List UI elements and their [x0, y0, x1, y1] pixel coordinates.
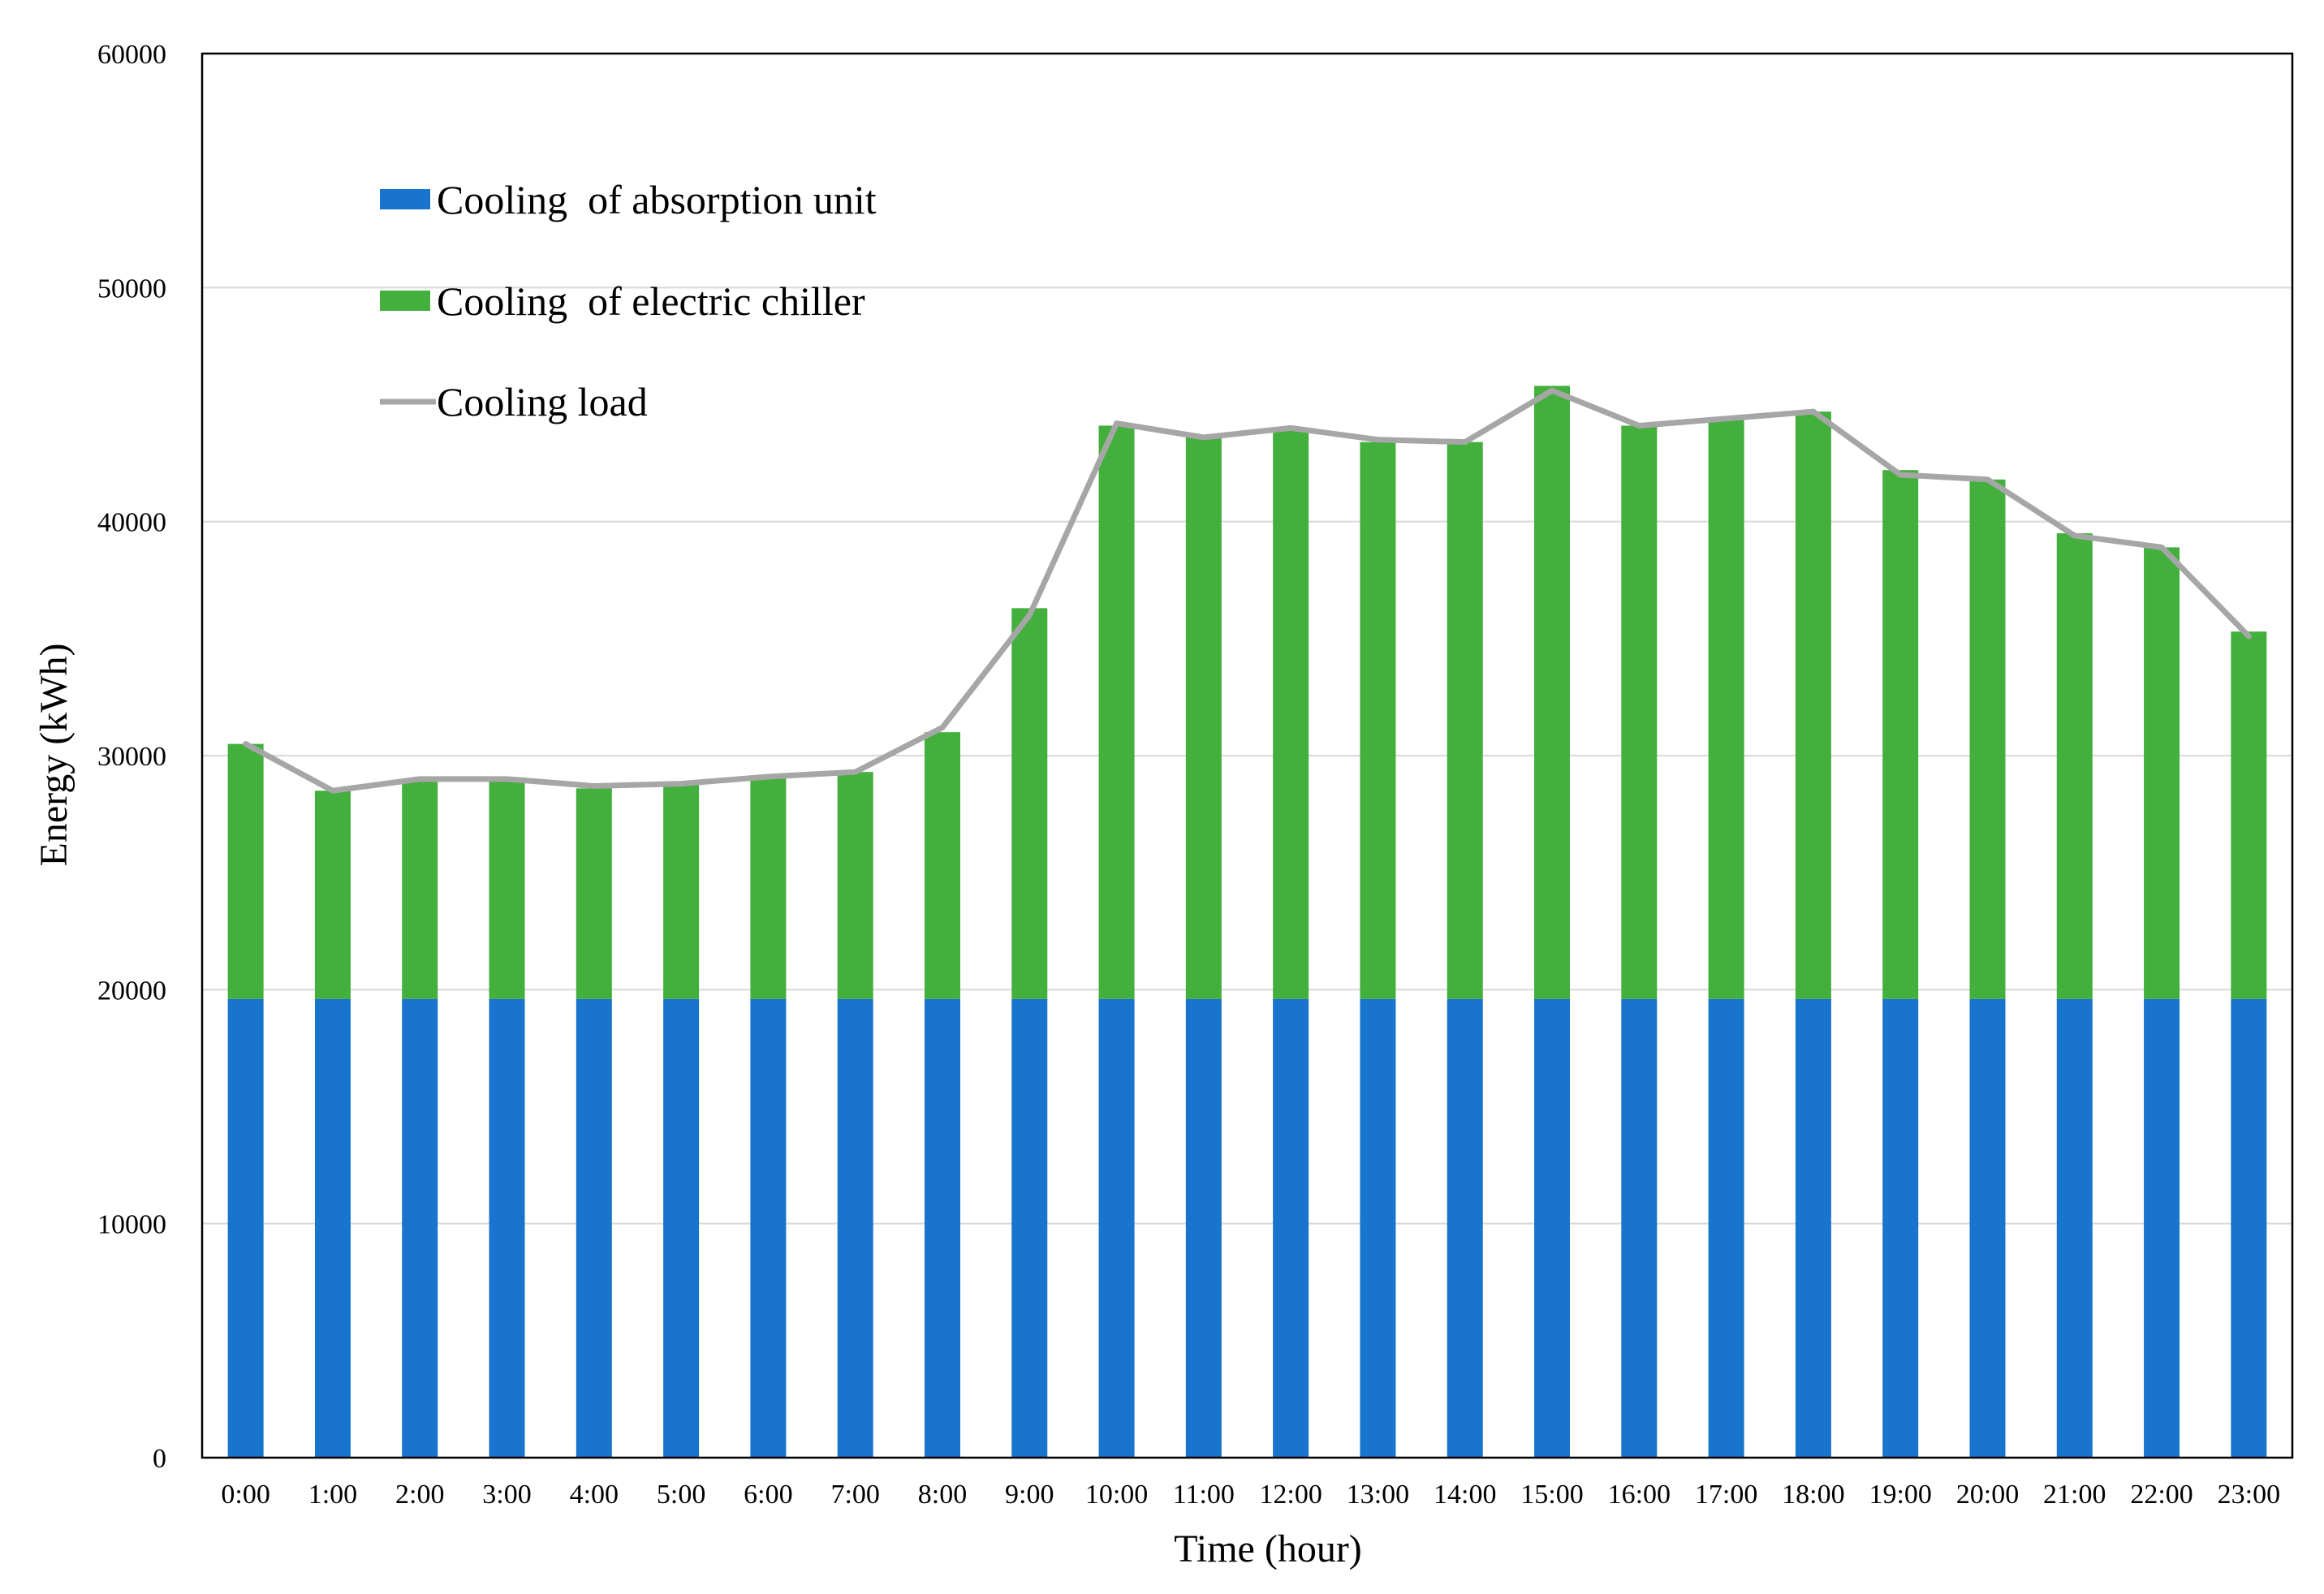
x-tick-label: 12:00 [1259, 1480, 1322, 1510]
x-tick-label: 21:00 [2043, 1480, 2106, 1510]
x-tick-label: 8:00 [918, 1480, 967, 1510]
legend-label-cooling-load: Cooling load [437, 379, 648, 424]
bar-electric-chiller [1621, 425, 1658, 999]
y-tick-label: 20000 [97, 976, 166, 1006]
bar-electric-chiller [1447, 442, 1483, 999]
bar-absorption-unit [1360, 998, 1396, 1458]
bar-electric-chiller [837, 772, 873, 999]
x-tick-label: 7:00 [830, 1480, 879, 1510]
y-tick-label: 30000 [97, 742, 166, 772]
x-tick-label: 5:00 [657, 1480, 705, 1510]
bar-absorption-unit [663, 998, 700, 1458]
x-tick-label: 9:00 [1005, 1480, 1054, 1510]
x-tick-label: 22:00 [2130, 1480, 2192, 1510]
bar-electric-chiller [576, 788, 612, 999]
bar-absorption-unit [1621, 998, 1658, 1458]
bars [227, 386, 2267, 1458]
x-axis-title: Time (hour) [1174, 1527, 1362, 1570]
bar-electric-chiller [1882, 470, 1919, 999]
plot-area-frame [200, 52, 2294, 1459]
x-tick-label: 15:00 [1520, 1480, 1583, 1510]
bar-electric-chiller [489, 778, 525, 999]
x-tick-label: 16:00 [1608, 1480, 1671, 1510]
cooling-load-line [243, 387, 2252, 794]
x-tick-label: 23:00 [2218, 1480, 2280, 1510]
bar-electric-chiller [2231, 631, 2267, 999]
bar-absorption-unit [1795, 998, 1831, 1458]
y-tick-label: 40000 [97, 508, 166, 538]
x-tick-label: 4:00 [570, 1480, 619, 1510]
bar-electric-chiller [314, 791, 351, 999]
x-tick-label: 17:00 [1695, 1480, 1757, 1510]
bar-electric-chiller [1708, 418, 1744, 999]
x-tick-label: 1:00 [308, 1480, 357, 1510]
bar-absorption-unit [314, 998, 351, 1458]
bar-electric-chiller [750, 776, 787, 999]
legend: Cooling of absorption unit Cooling of el… [380, 177, 877, 424]
x-axis-ticks: 0:00 1:00 2:00 3:00 4:00 5:00 6:00 7:00 8:00 9:00… [221, 1480, 2280, 1510]
y-tick-label: 10000 [97, 1210, 166, 1240]
bar-absorption-unit [1011, 998, 1048, 1458]
gridlines [202, 286, 2292, 1225]
legend-label-absorption: Cooling of absorption unit [437, 177, 877, 222]
bar-electric-chiller [227, 743, 264, 999]
bar-absorption-unit [924, 998, 960, 1458]
x-tick-label: 18:00 [1782, 1480, 1844, 1510]
bar-absorption-unit [576, 998, 612, 1458]
legend-swatch-absorption [380, 189, 430, 209]
y-tick-label: 60000 [97, 40, 166, 70]
bar-absorption-unit [1969, 998, 2006, 1458]
bar-electric-chiller [1185, 437, 1222, 999]
x-tick-label: 14:00 [1434, 1480, 1496, 1510]
bar-absorption-unit [2231, 998, 2267, 1458]
y-tick-label: 50000 [97, 274, 166, 304]
bar-electric-chiller [1098, 425, 1135, 999]
y-tick-label: 0 [153, 1444, 166, 1474]
bar-absorption-unit [402, 998, 438, 1458]
x-tick-label: 10:00 [1085, 1480, 1148, 1510]
cooling-load-line-group [243, 387, 2252, 794]
bar-electric-chiller [663, 783, 700, 999]
x-tick-label: 6:00 [744, 1480, 792, 1510]
bar-electric-chiller [2056, 533, 2093, 999]
x-tick-label: 2:00 [395, 1480, 444, 1510]
bar-absorption-unit [1708, 998, 1744, 1458]
bar-absorption-unit [1882, 998, 1919, 1458]
x-tick-label: 3:00 [482, 1480, 531, 1510]
y-axis-ticks: 0 10000 20000 30000 40000 50000 60000 [97, 40, 166, 1474]
bar-electric-chiller [1969, 479, 2006, 999]
bar-absorption-unit [1273, 998, 1309, 1458]
bar-absorption-unit [489, 998, 525, 1458]
bar-electric-chiller [1795, 411, 1831, 999]
bar-absorption-unit [2056, 998, 2093, 1458]
bar-electric-chiller [1273, 428, 1309, 999]
bar-electric-chiller [402, 778, 438, 999]
bar-absorption-unit [1534, 998, 1571, 1458]
bar-absorption-unit [1098, 998, 1135, 1458]
bar-absorption-unit [227, 998, 264, 1458]
bar-absorption-unit [837, 998, 873, 1458]
y-axis-title: Energy (kWh) [32, 643, 75, 866]
bar-absorption-unit [1185, 998, 1222, 1458]
x-tick-label: 13:00 [1347, 1480, 1409, 1510]
bar-absorption-unit [750, 998, 787, 1458]
legend-swatch-electric-chiller [380, 291, 430, 311]
x-tick-label: 20:00 [1956, 1480, 2019, 1510]
x-tick-label: 0:00 [221, 1480, 269, 1510]
bar-electric-chiller [1011, 608, 1048, 999]
bar-electric-chiller [1534, 386, 1571, 999]
legend-label-electric-chiller: Cooling of electric chiller [437, 278, 865, 324]
x-tick-label: 19:00 [1869, 1480, 1931, 1510]
bar-electric-chiller [1360, 442, 1396, 999]
bar-electric-chiller [924, 732, 960, 999]
bar-electric-chiller [2144, 547, 2180, 999]
bar-absorption-unit [2144, 998, 2180, 1458]
x-tick-label: 11:00 [1173, 1480, 1235, 1510]
bar-absorption-unit [1447, 998, 1483, 1458]
